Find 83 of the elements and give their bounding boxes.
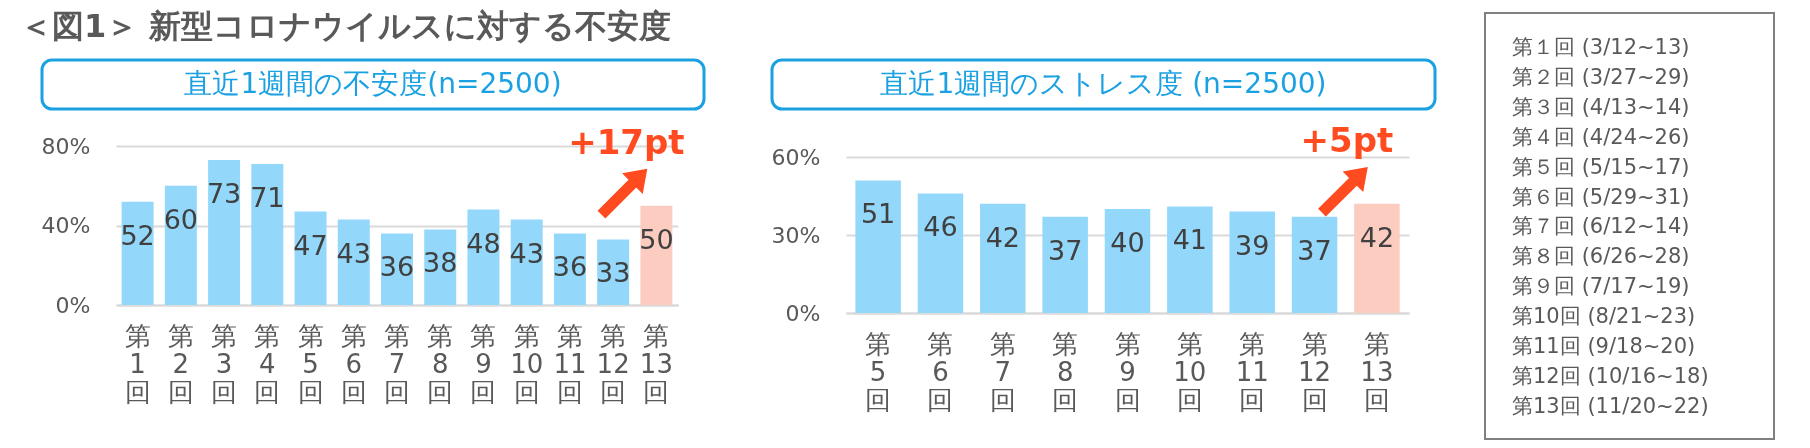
x-tick-label: 第9回 (1114, 328, 1141, 415)
x-tick-label: 第5回 (865, 328, 892, 415)
x-tick-label: 第13回 (1360, 328, 1394, 415)
chart-title: ＜図1＞ 新型コロナウイルスに対する不安度 (20, 7, 672, 45)
data-label: 47 (293, 229, 328, 261)
data-label: 52 (120, 219, 155, 251)
bar (1354, 203, 1400, 313)
bar (1042, 216, 1088, 313)
text: 第12回 (10/16~18) (1512, 363, 1709, 388)
data-label: 43 (336, 237, 371, 269)
x-tick-label: 第10回 (510, 320, 544, 407)
chart-title: 直近1週間のストレス度 (n=2500) (880, 67, 1327, 100)
x-tick-label: 第11回 (1235, 328, 1269, 415)
x-tick-label: 第12回 (1298, 328, 1332, 415)
data-label: 42 (985, 221, 1020, 253)
text: 第10回 (8/21~23) (1512, 304, 1696, 329)
y-tick-label: 30% (771, 222, 821, 248)
annotation: +17pt (568, 121, 685, 162)
y-tick-label: 0% (55, 292, 91, 318)
data-label: 50 (639, 223, 674, 255)
data-label: 60 (163, 203, 199, 235)
annotation: +5pt (1300, 119, 1394, 160)
x-tick-label: 第12回 (596, 320, 630, 407)
data-label: 39 (1235, 229, 1270, 261)
bar (121, 201, 154, 305)
x-tick-label: 第8回 (1052, 328, 1079, 415)
data-label: 33 (595, 257, 631, 289)
y-tick-label: 0% (785, 300, 821, 326)
text: 第11回 (9/18~20) (1512, 334, 1696, 358)
data-label: 40 (1110, 227, 1145, 258)
data-label: 42 (1359, 221, 1395, 253)
bar (1104, 209, 1151, 313)
bar (1229, 211, 1275, 313)
x-tick-label: 第11回 (553, 320, 587, 407)
y-tick-label: 40% (41, 213, 91, 238)
data-label: 37 (1047, 234, 1083, 266)
x-tick-label: 第3回 (211, 320, 238, 407)
data-label: 36 (379, 251, 415, 283)
data-label: 48 (466, 227, 501, 259)
text: 第４回 (4/24~26) (1512, 124, 1690, 149)
text: 第８回 (6/26~28) (1512, 244, 1690, 269)
bar (1291, 216, 1338, 313)
bar (208, 159, 241, 305)
data-label: 37 (1297, 234, 1332, 266)
data-label: 51 (860, 198, 896, 230)
data-label: 43 (509, 237, 544, 269)
x-tick-label: 第4回 (254, 320, 281, 407)
x-tick-label: 第6回 (340, 320, 367, 407)
text: 第６回 (5/29~31) (1512, 184, 1690, 209)
text: 第５回 (5/15~17) (1512, 154, 1690, 179)
data-label: 71 (250, 181, 285, 213)
bar (980, 203, 1026, 313)
y-tick-label: 80% (41, 133, 91, 159)
x-tick-label: 第13回 (639, 320, 673, 407)
data-label: 46 (923, 211, 958, 243)
x-tick-label: 第9回 (470, 320, 497, 407)
x-tick-label: 第6回 (927, 328, 954, 415)
data-label: 73 (206, 177, 242, 209)
text: 第１回 (3/12~13) (1512, 35, 1690, 59)
bar (294, 211, 327, 305)
x-tick-label: 第1回 (124, 320, 151, 407)
bar (917, 193, 964, 313)
data-label: 41 (1172, 224, 1208, 256)
x-tick-label: 第10回 (1173, 328, 1207, 415)
data-label: 38 (423, 247, 458, 279)
x-tick-label: 第8回 (427, 320, 454, 407)
text: 第３回 (4/13~14) (1512, 94, 1690, 119)
chart-subtitle: 直近1週間の不安度(n=2500) (184, 67, 562, 100)
bar (164, 185, 197, 305)
x-tick-label: 第5回 (297, 320, 324, 407)
text: 第２回 (3/27~29) (1512, 64, 1690, 89)
text: 第９回 (7/17~19) (1512, 274, 1690, 299)
x-tick-label: 第7回 (384, 320, 410, 407)
text: 第13回 (11/20~22) (1512, 393, 1709, 418)
bar (1167, 206, 1213, 313)
bar (640, 205, 673, 305)
bar (855, 180, 901, 313)
x-tick-label: 第7回 (989, 328, 1016, 415)
bar (251, 163, 284, 305)
y-tick-label: 60% (771, 144, 821, 170)
text: 第７回 (6/12~14) (1512, 214, 1690, 239)
x-tick-label: 第2回 (167, 320, 194, 407)
data-label: 36 (552, 251, 588, 283)
